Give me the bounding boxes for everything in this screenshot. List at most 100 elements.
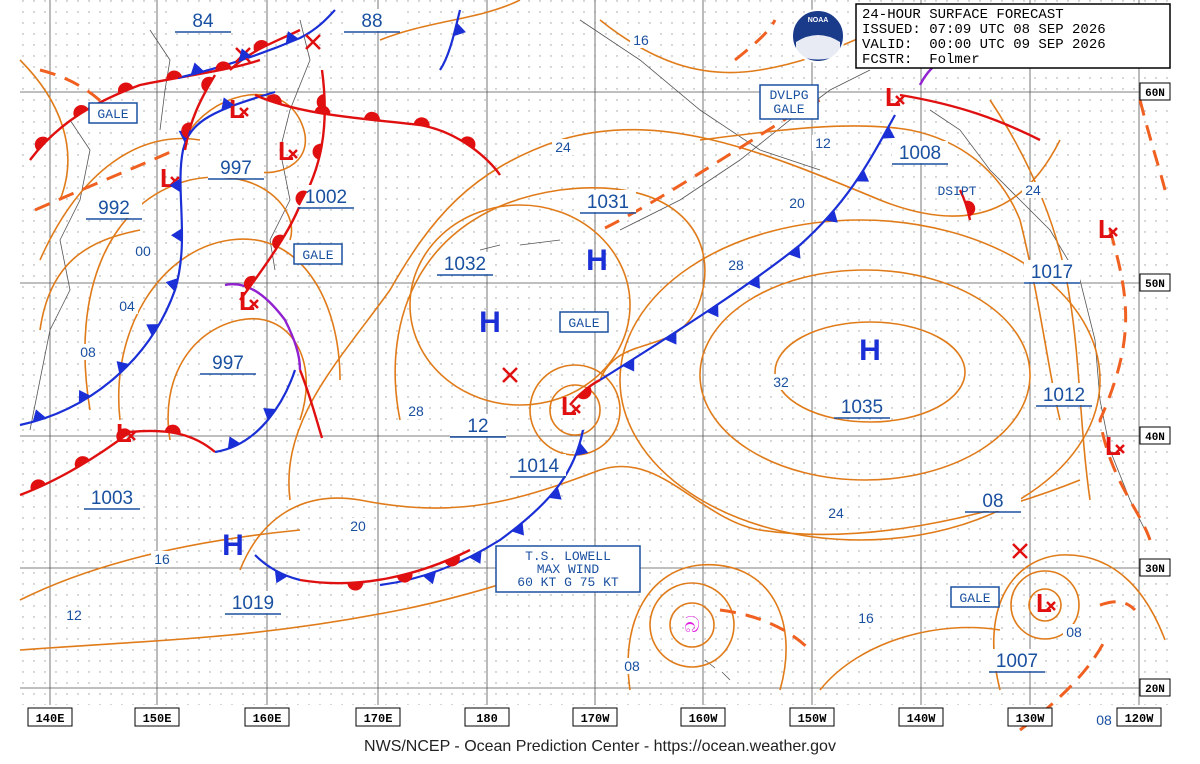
forecast-position xyxy=(1012,543,1028,559)
warm-front-semicircle xyxy=(965,200,976,217)
forecast-position xyxy=(305,34,321,50)
warm-front-semicircle xyxy=(243,275,257,291)
dvlpg-box xyxy=(759,84,819,120)
header-line: VALID: 00:00 UTC 09 SEP 2026 xyxy=(862,37,1106,53)
pressure-bg xyxy=(298,185,354,207)
low-x xyxy=(239,107,249,117)
longitude-box xyxy=(572,707,618,727)
tropical-storm-symbol: බ xyxy=(684,612,700,637)
contour-label: 28 xyxy=(408,403,424,419)
contour-label: 32 xyxy=(773,374,789,390)
warm-front-semicircle xyxy=(363,111,380,121)
warm-front-semicircle xyxy=(181,122,192,139)
cold-front-triangle xyxy=(146,324,160,337)
warm-front-semicircle xyxy=(444,555,460,567)
latitude-box xyxy=(1139,678,1171,697)
contour-label-bg xyxy=(621,658,643,674)
high-center: H xyxy=(479,306,501,339)
pressure-label: 992 xyxy=(98,198,130,219)
pressure-bg xyxy=(344,9,400,31)
header-line: ISSUED: 07:09 UTC 08 SEP 2026 xyxy=(862,22,1106,38)
longitude-label: 180 xyxy=(476,712,498,726)
pressure-label: 1008 xyxy=(899,143,941,164)
pressure-bg xyxy=(175,9,231,31)
contour-label: 08 xyxy=(1066,624,1082,640)
contour-label-bg xyxy=(1063,624,1085,640)
contour-label: 12 xyxy=(66,607,82,623)
contour-label: 08 xyxy=(80,344,96,360)
contour-label-bg xyxy=(786,195,808,211)
storm-label: MAX WIND xyxy=(537,562,600,577)
latitude-label: 50N xyxy=(1145,279,1165,291)
pressure-label: 1035 xyxy=(841,397,883,418)
cold-front-triangle xyxy=(881,126,895,139)
cold-front-triangle xyxy=(548,487,562,500)
pressure-bg xyxy=(208,156,264,178)
low-x xyxy=(1115,444,1125,454)
latitude-label: 30N xyxy=(1145,564,1165,576)
pressure-label: 88 xyxy=(361,11,382,32)
longitude-box xyxy=(1116,707,1162,727)
cold-front-triangle xyxy=(511,522,524,536)
cold-front-triangle xyxy=(116,361,130,374)
contour-label: 28 xyxy=(728,257,744,273)
contour-label: 20 xyxy=(789,195,805,211)
longitude-box xyxy=(1007,707,1053,727)
storm-box xyxy=(495,545,641,593)
longitude-label: 160W xyxy=(689,712,719,726)
contour-label-bg xyxy=(151,551,173,567)
pressure-bg xyxy=(1036,383,1092,405)
contour-label-bg xyxy=(770,374,792,390)
warm-front-semicircle xyxy=(314,105,331,115)
warning-label: GALE xyxy=(302,248,333,263)
pressure-bg xyxy=(437,252,493,274)
dvlpg-label: DVLPG xyxy=(769,88,808,103)
high-center: H xyxy=(586,244,608,277)
pressure-label: 1032 xyxy=(444,254,486,275)
contour-label: 00 xyxy=(135,243,151,259)
warm-front-semicircle xyxy=(34,136,49,151)
pressure-label: 12 xyxy=(467,416,488,437)
high-center: H xyxy=(222,529,244,562)
low-x xyxy=(126,431,136,441)
contour-label-bg xyxy=(77,344,99,360)
cold-front-triangle xyxy=(190,62,205,75)
contour-label: 08 xyxy=(624,658,640,674)
longitude-label: 140W xyxy=(907,712,937,726)
warning-label: GALE xyxy=(959,591,990,606)
pressure-bg xyxy=(989,649,1045,671)
warm-front-semicircle xyxy=(117,82,134,94)
cold-front-triangle xyxy=(227,436,241,450)
cold-front-triangle xyxy=(788,245,801,259)
cold-front-triangle xyxy=(169,178,181,193)
pressure-label: 997 xyxy=(212,353,244,374)
longitude-label: 120W xyxy=(1125,712,1155,726)
contour-label-bg xyxy=(630,32,652,48)
logo-bird xyxy=(796,35,840,60)
latitude-label: 40N xyxy=(1145,432,1165,444)
cold-front-triangle xyxy=(622,358,635,372)
warm-front-semicircle xyxy=(116,428,131,442)
warning-label: GALE xyxy=(568,316,599,331)
warm-front-semicircle xyxy=(30,479,46,491)
low-x xyxy=(571,404,581,414)
high-center: H xyxy=(859,334,881,367)
pressure-label: 1017 xyxy=(1031,262,1073,283)
pressure-bg xyxy=(225,591,281,613)
warm-front-semicircle xyxy=(577,386,592,400)
warm-front-semicircle xyxy=(312,143,323,160)
cold-front-triangle xyxy=(856,169,870,182)
warm-front-semicircle xyxy=(74,456,90,469)
contour-label-bg xyxy=(347,518,369,534)
warm-front-semicircle xyxy=(347,582,364,591)
cold-front-triangle xyxy=(824,210,838,223)
pressure-label: 1002 xyxy=(305,187,347,208)
latitude-box xyxy=(1139,82,1171,101)
pressure-bg xyxy=(510,454,566,476)
cold-front-triangle xyxy=(575,442,589,456)
cold-front-triangle xyxy=(171,228,183,243)
storm-label: 60 KT G 75 KT xyxy=(517,575,619,590)
pressure-bg xyxy=(200,351,256,373)
longitude-box xyxy=(244,707,290,727)
contour-label-bg xyxy=(725,257,747,273)
